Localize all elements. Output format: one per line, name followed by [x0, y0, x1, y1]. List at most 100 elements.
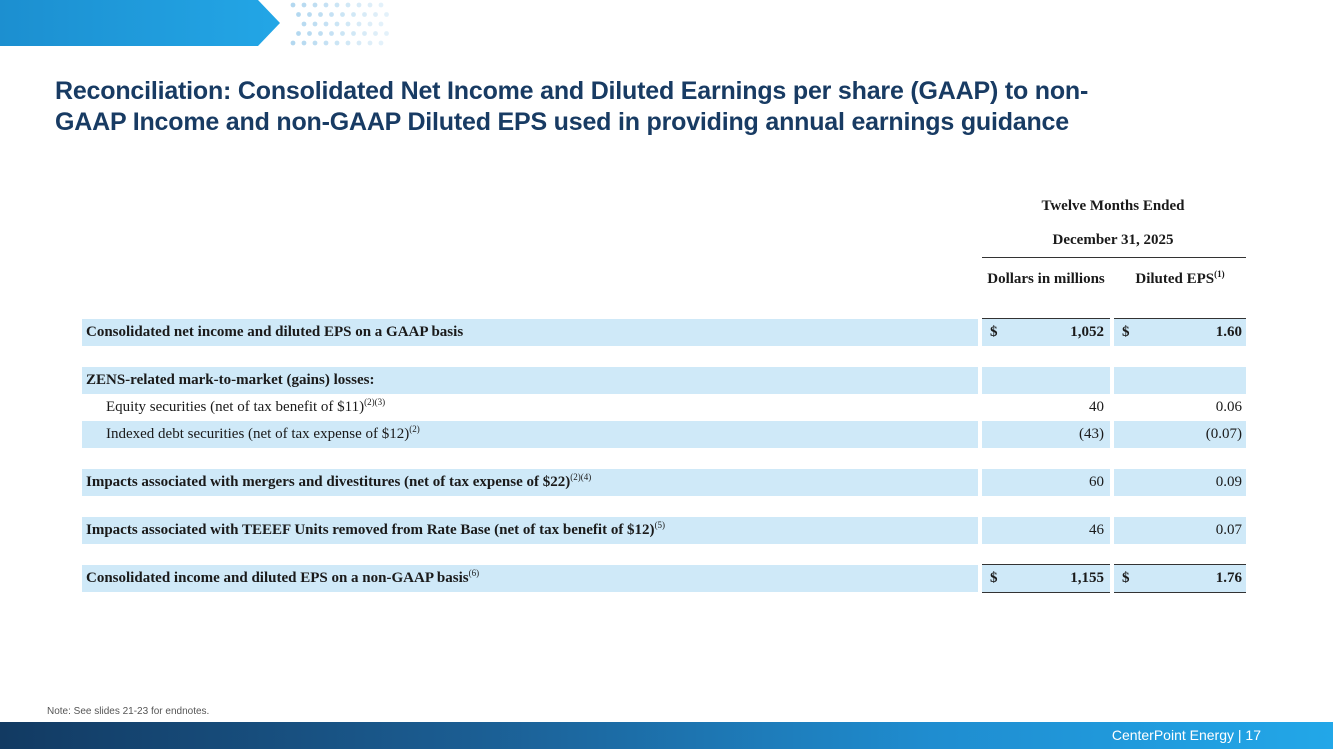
banner-dot [318, 31, 323, 36]
header-rule [982, 257, 1246, 258]
banner-dot [356, 2, 362, 8]
row-label: Impacts associated with mergers and dive… [82, 469, 978, 496]
banner-dot [301, 40, 307, 46]
row-label: Impacts associated with TEEEF Units remo… [82, 517, 978, 544]
banner-dot [367, 21, 373, 27]
banner-dot [334, 2, 340, 8]
top-rule-dollars [982, 318, 1110, 319]
column-header-dollars: Dollars in millions [982, 270, 1110, 289]
row-label: Consolidated net income and diluted EPS … [82, 319, 978, 346]
total-top-rule-dollars [982, 564, 1110, 565]
row-dollars: 40 [1089, 399, 1104, 415]
banner-dot [323, 21, 329, 27]
banner-dot [356, 21, 362, 27]
banner-dot [345, 40, 351, 46]
column-header-eps-note: (1) [1214, 269, 1225, 279]
currency-symbol: $ [990, 570, 998, 586]
banner-dot [384, 12, 389, 17]
banner-dot [378, 21, 384, 27]
currency-symbol: $ [1122, 570, 1130, 586]
banner-dot [378, 2, 384, 8]
table-row: ZENS-related mark-to-market (gains) loss… [82, 367, 1246, 394]
row-footnote: (2) [409, 424, 420, 434]
row-dollars: $1,052 [982, 319, 1110, 346]
table-row: Impacts associated with mergers and dive… [82, 469, 1246, 496]
banner-dot [312, 21, 318, 27]
table-row: Consolidated net income and diluted EPS … [82, 319, 1246, 346]
row-eps: $1.76 [1114, 565, 1246, 592]
row-dollars: 46 [982, 517, 1110, 544]
banner-dot [345, 2, 351, 8]
currency-symbol: $ [990, 324, 998, 340]
banner-dot [373, 31, 378, 36]
row-label: Equity securities (net of tax benefit of… [106, 397, 386, 416]
banner-dot [290, 2, 296, 8]
banner-dot [323, 40, 329, 46]
banner-dot [296, 12, 301, 17]
slide-title: Reconciliation: Consolidated Net Income … [55, 77, 1089, 136]
banner-dot [362, 12, 367, 17]
banner-dot [323, 2, 329, 8]
banner-dot [329, 31, 334, 36]
banner-dot [367, 2, 373, 8]
total-top-rule-eps [1114, 564, 1246, 565]
footer-bar [0, 722, 1333, 749]
banner-dot [373, 12, 378, 17]
banner-dot [367, 40, 373, 46]
table-row: Equity securities (net of tax benefit of… [82, 394, 1246, 421]
row-footnote: (2)(4) [570, 472, 592, 482]
banner-dot [329, 12, 334, 17]
column-header-dollars-label: Dollars in millions [987, 271, 1105, 287]
banner-dot [312, 2, 318, 8]
column-header-eps-label: Diluted EPS [1135, 271, 1215, 287]
period-date: December 31, 2025 [1052, 232, 1174, 248]
row-eps: 0.09 [1114, 469, 1246, 496]
banner-dot [296, 31, 301, 36]
currency-symbol: $ [1122, 324, 1130, 340]
row-eps: $1.60 [1114, 319, 1246, 346]
banner-dot [378, 40, 384, 46]
banner-dot [340, 12, 345, 17]
row-eps [1114, 367, 1246, 394]
row-label: Indexed debt securities (net of tax expe… [82, 421, 978, 448]
row-dollars: (43) [982, 421, 1110, 448]
banner-dot [340, 31, 345, 36]
column-header-eps: Diluted EPS(1) [1114, 270, 1246, 289]
banner-dot [307, 12, 312, 17]
row-dollars: 60 [982, 469, 1110, 496]
banner-dot [290, 40, 296, 46]
endnote: Note: See slides 21-23 for endnotes. [47, 706, 210, 717]
row-label: Consolidated income and diluted EPS on a… [82, 565, 978, 592]
top-banner-graphic [0, 0, 389, 46]
banner-dot [351, 12, 356, 17]
table-row: Consolidated income and diluted EPS on a… [82, 565, 1246, 592]
table-row: Indexed debt securities (net of tax expe… [82, 421, 1246, 448]
footer-label: CenterPoint Energy | 17 [1111, 727, 1261, 743]
row-eps: (0.07) [1114, 421, 1246, 448]
banner-dot [334, 21, 340, 27]
row-eps: 0.07 [1114, 517, 1246, 544]
banner-dot [345, 21, 351, 27]
banner-dot [301, 2, 307, 8]
total-bottom-rule-dollars [982, 592, 1110, 593]
banner-dot [384, 31, 389, 36]
period-header: Twelve Months Ended [1041, 198, 1185, 214]
banner-dot [334, 40, 340, 46]
row-eps: 0.06 [1215, 399, 1242, 415]
row-dollars [982, 367, 1110, 394]
banner-dot [356, 40, 362, 46]
table-row: Impacts associated with TEEEF Units remo… [82, 517, 1246, 544]
row-dollars: $1,155 [982, 565, 1110, 592]
total-bottom-rule-eps [1114, 592, 1246, 593]
banner-dot [307, 31, 312, 36]
banner-dot [312, 40, 318, 46]
row-footnote: (6) [468, 568, 480, 578]
top-rule-eps [1114, 318, 1246, 319]
row-footnote: (5) [654, 520, 666, 530]
banner-dot [362, 31, 367, 36]
banner-dot [351, 31, 356, 36]
row-footnote: (2)(3) [364, 397, 386, 407]
banner-dot [301, 21, 307, 27]
row-label: ZENS-related mark-to-market (gains) loss… [82, 367, 978, 394]
banner-dot [318, 12, 323, 17]
